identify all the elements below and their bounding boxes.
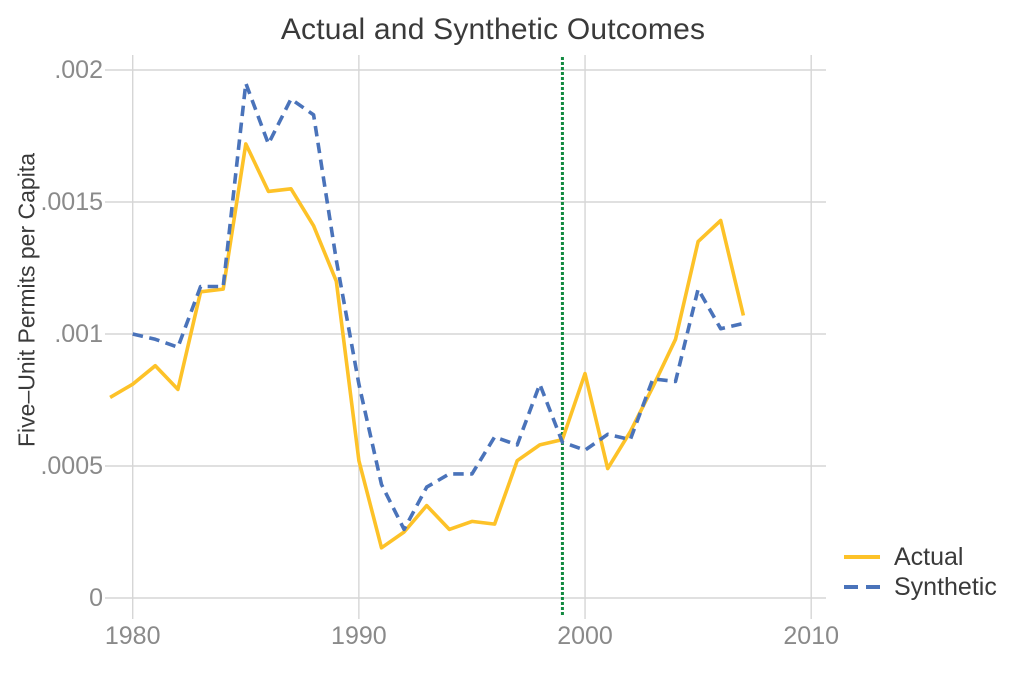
x-tick-label: 1990 xyxy=(331,622,387,650)
legend-item-actual: Actual xyxy=(843,542,997,572)
x-tick-label: 2010 xyxy=(783,622,840,650)
synthetic-line-swatch-icon xyxy=(844,585,880,589)
x-tick-label: 1980 xyxy=(104,622,161,650)
synthetic-series-line xyxy=(132,81,744,532)
y-tick-label: .002 xyxy=(54,56,103,84)
y-tick-label: .001 xyxy=(54,320,103,348)
legend-label-synthetic: Synthetic xyxy=(894,572,997,601)
legend-label-actual: Actual xyxy=(894,542,964,571)
y-axis-title: Five–Unit Permits per Capita xyxy=(13,153,40,447)
chart-title: Actual and Synthetic Outcomes xyxy=(280,13,706,46)
legend: Actual Synthetic xyxy=(843,542,997,602)
legend-item-synthetic: Synthetic xyxy=(843,572,997,602)
y-tick-label: .0005 xyxy=(40,452,103,480)
y-tick-label: 0 xyxy=(89,584,103,612)
x-tick-label: 2000 xyxy=(557,622,613,650)
y-tick-label: .0015 xyxy=(40,188,103,216)
actual-line-swatch-icon xyxy=(844,555,880,559)
